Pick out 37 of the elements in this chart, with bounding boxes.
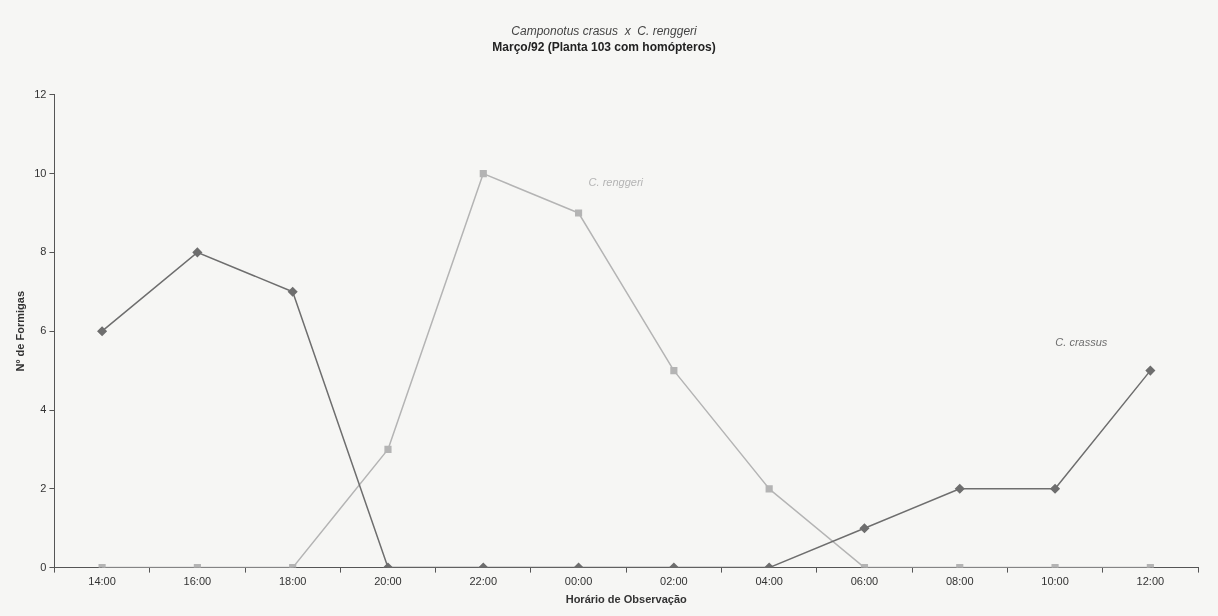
point <box>1145 365 1156 376</box>
x-tick-label: 14:00 <box>88 575 116 588</box>
y-tick-label: 12 <box>34 87 47 100</box>
x-tick-label: 12:00 <box>1136 575 1165 588</box>
text: C. renggeri <box>588 176 644 189</box>
x-tick-label: 18:00 <box>278 575 307 588</box>
y-axis-title: Nº de Formigas <box>13 290 26 372</box>
y-tick-label: 8 <box>40 245 47 258</box>
point <box>765 485 773 493</box>
point <box>859 523 870 533</box>
point <box>1050 484 1060 494</box>
chart-title: Camponotus crasus x C. renggeri <box>511 23 698 38</box>
y-tick-label: 6 <box>40 324 47 337</box>
point <box>479 170 487 178</box>
y-tick-label: 2 <box>40 481 47 494</box>
point <box>384 445 392 453</box>
x-tick-label: 06:00 <box>850 575 879 588</box>
y-tick-label: 10 <box>34 166 47 179</box>
point <box>192 247 203 258</box>
x-tick-label: 16:00 <box>183 575 212 588</box>
x-tick-label: 20:00 <box>374 575 402 588</box>
x-tick-label: 00:00 <box>564 575 593 588</box>
point <box>574 209 583 217</box>
x-axis-title: Horário de Observação <box>565 593 688 606</box>
x-tick-label: 02:00 <box>660 575 688 588</box>
y-tick-label: 4 <box>40 403 47 416</box>
x-tick-label: 22:00 <box>469 575 498 588</box>
x-tick-label: 04:00 <box>755 575 783 588</box>
point <box>287 287 298 297</box>
x-tick-label: 10:00 <box>1041 575 1069 588</box>
y-tick-label: 0 <box>40 560 47 573</box>
x-tick-label: 08:00 <box>945 575 974 588</box>
point <box>955 484 965 494</box>
chart-subtitle: Março/92 (Planta 103 com homópteros) <box>492 39 716 54</box>
text: C. crassus <box>1055 335 1108 348</box>
point <box>670 367 678 375</box>
point <box>97 326 107 336</box>
